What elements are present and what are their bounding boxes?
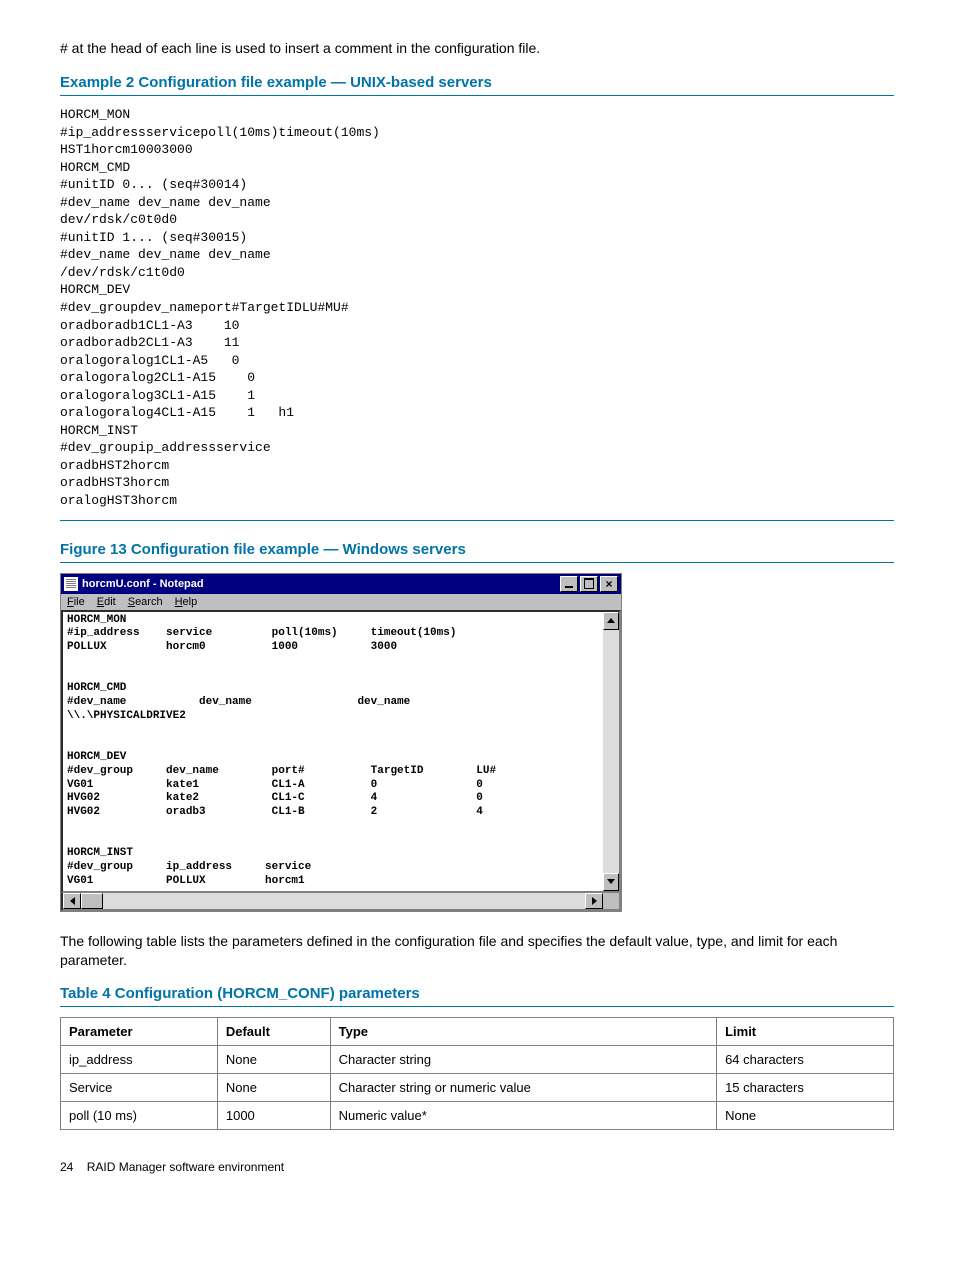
minimize-button[interactable]: [560, 576, 578, 592]
footer-section: RAID Manager software environment: [87, 1160, 284, 1174]
cell-default: None: [217, 1045, 330, 1073]
table-4-heading: Table 4 Configuration (HORCM_CONF) param…: [60, 985, 894, 1007]
menu-help-rest: elp: [183, 596, 198, 608]
cell-limit: 64 characters: [717, 1045, 894, 1073]
scroll-down-button[interactable]: [603, 873, 619, 891]
notepad-title-text: horcmU.conf - Notepad: [82, 578, 204, 590]
cell-parameter: ip_address: [61, 1045, 218, 1073]
notepad-titlebar[interactable]: horcmU.conf - Notepad: [61, 574, 621, 594]
maximize-button[interactable]: [580, 576, 598, 592]
menu-search[interactable]: Search: [128, 596, 163, 608]
scroll-thumb-horizontal[interactable]: [81, 893, 103, 909]
notepad-body-text[interactable]: HORCM_MON #ip_address service poll(10ms)…: [63, 612, 603, 891]
notepad-window: horcmU.conf - Notepad File Edit Search H…: [60, 573, 622, 912]
page-number: 24: [60, 1160, 73, 1174]
table-row: ip_address None Character string 64 char…: [61, 1045, 894, 1073]
size-grip[interactable]: [603, 893, 619, 909]
menu-file-rest: ile: [74, 596, 85, 608]
close-button[interactable]: [600, 576, 618, 592]
menu-search-rest: earch: [135, 596, 163, 608]
col-type: Type: [330, 1017, 716, 1045]
table-row: poll (10 ms) 1000 Numeric value* None: [61, 1101, 894, 1129]
menu-file[interactable]: File: [67, 596, 85, 608]
cell-limit: None: [717, 1101, 894, 1129]
scroll-track-vertical[interactable]: [603, 630, 619, 873]
cell-type: Character string or numeric value: [330, 1073, 716, 1101]
notepad-menubar: File Edit Search Help: [61, 594, 621, 610]
scroll-track-horizontal[interactable]: [103, 893, 585, 909]
cell-limit: 15 characters: [717, 1073, 894, 1101]
vertical-scrollbar[interactable]: [603, 612, 619, 891]
example-2-heading: Example 2 Configuration file example — U…: [60, 74, 894, 96]
menu-edit[interactable]: Edit: [97, 596, 116, 608]
col-limit: Limit: [717, 1017, 894, 1045]
figure-13-heading: Figure 13 Configuration file example — W…: [60, 541, 894, 563]
col-parameter: Parameter: [61, 1017, 218, 1045]
cell-parameter: Service: [61, 1073, 218, 1101]
cell-parameter: poll (10 ms): [61, 1101, 218, 1129]
scroll-left-button[interactable]: [63, 893, 81, 909]
horizontal-scrollbar[interactable]: [61, 893, 621, 911]
intro-text: # at the head of each line is used to in…: [60, 40, 894, 56]
menu-help[interactable]: Help: [175, 596, 198, 608]
cell-default: None: [217, 1073, 330, 1101]
unix-config-code: HORCM_MON #ip_addressservicepoll(10ms)ti…: [60, 106, 894, 521]
cell-type: Numeric value*: [330, 1101, 716, 1129]
table-row: Service None Character string or numeric…: [61, 1073, 894, 1101]
page-footer: 24 RAID Manager software environment: [60, 1160, 894, 1174]
table-header-row: Parameter Default Type Limit: [61, 1017, 894, 1045]
col-default: Default: [217, 1017, 330, 1045]
document-icon: [64, 577, 78, 591]
cell-default: 1000: [217, 1101, 330, 1129]
cell-type: Character string: [330, 1045, 716, 1073]
scroll-up-button[interactable]: [603, 612, 619, 630]
scroll-right-button[interactable]: [585, 893, 603, 909]
horcm-conf-parameters-table: Parameter Default Type Limit ip_address …: [60, 1017, 894, 1130]
menu-edit-rest: dit: [104, 596, 116, 608]
table-intro-text: The following table lists the parameters…: [60, 932, 894, 971]
